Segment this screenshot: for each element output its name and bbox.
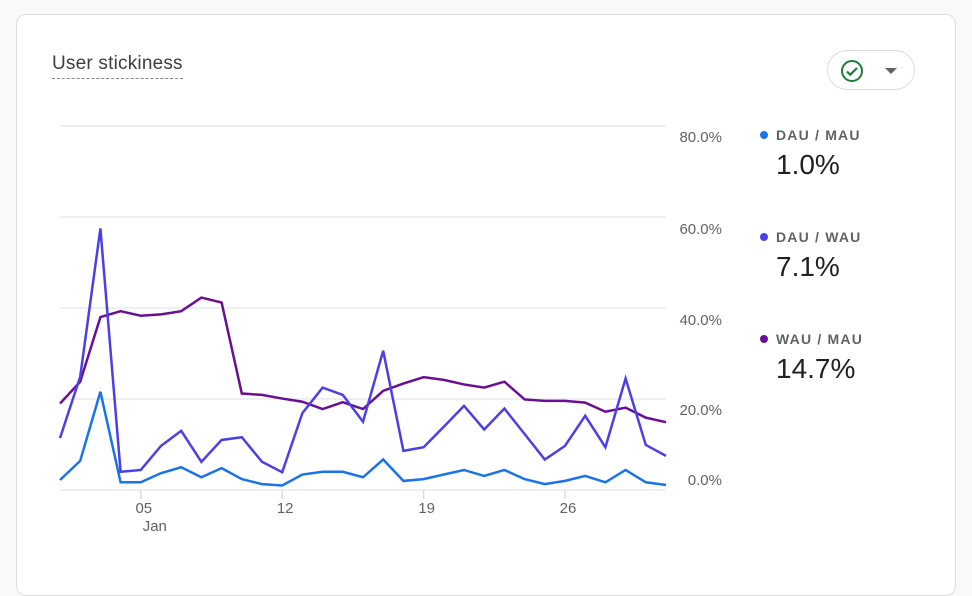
legend-dot	[760, 233, 768, 241]
status-menu-button[interactable]	[827, 50, 915, 90]
x-tick-label: 12	[277, 500, 294, 517]
card-title[interactable]: User stickiness	[52, 53, 183, 79]
y-tick-label: 40.0%	[679, 312, 722, 329]
legend-item-wau-mau: WAU / MAU 14.7%	[760, 331, 940, 385]
legend-label: DAU / WAU	[776, 229, 862, 245]
dropdown-arrow-icon	[885, 68, 897, 74]
series-line-wau-mau	[59, 296, 667, 424]
legend-item-dau-mau: DAU / MAU 1.0%	[760, 127, 940, 181]
check-circle-icon	[841, 60, 863, 82]
series-line-dau-wau	[58, 228, 667, 475]
legend-label: WAU / MAU	[776, 331, 864, 347]
legend-dot	[760, 335, 768, 343]
legend-dot	[760, 131, 768, 139]
x-tick-label: 05	[135, 500, 152, 517]
x-tick-label: 19	[418, 500, 435, 517]
y-tick-label: 80.0%	[679, 129, 722, 146]
legend-label: DAU / MAU	[776, 127, 861, 143]
series-line-dau-mau	[59, 391, 667, 487]
legend-item-dau-wau: DAU / WAU 7.1%	[760, 229, 940, 283]
user-stickiness-card	[16, 14, 956, 596]
y-tick-label: 60.0%	[679, 221, 722, 238]
y-tick-label: 20.0%	[679, 402, 722, 419]
x-tick-label: 26	[560, 500, 577, 517]
legend-value: 14.7%	[776, 353, 856, 384]
legend-value: 1.0%	[776, 149, 840, 180]
legend-value: 7.1%	[776, 251, 840, 282]
y-tick-label: 0.0%	[688, 472, 722, 489]
x-tick-sublabel: Jan	[143, 518, 167, 535]
